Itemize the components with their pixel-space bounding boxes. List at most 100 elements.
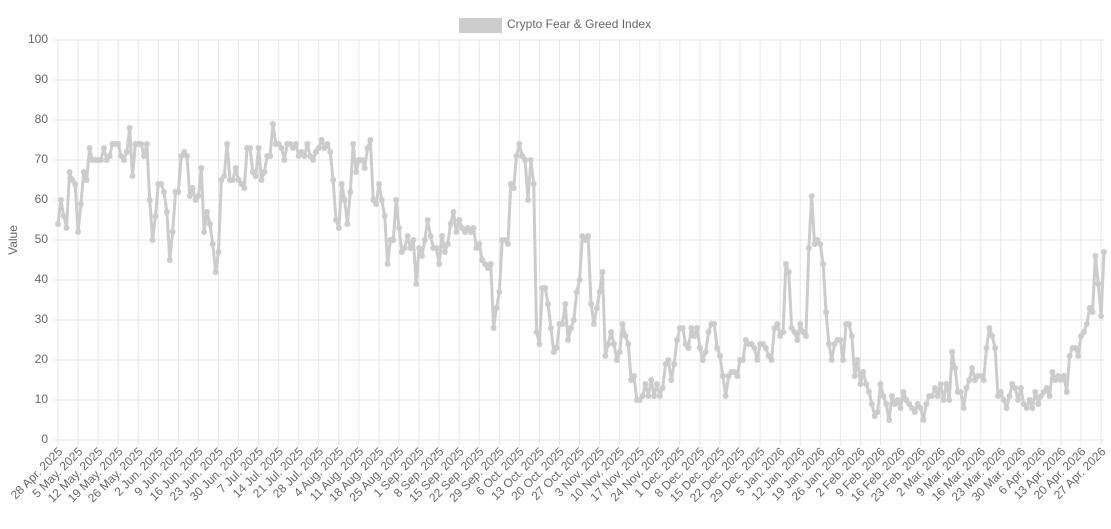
data-point xyxy=(828,357,835,363)
data-point xyxy=(665,357,672,363)
data-point xyxy=(934,393,941,399)
data-point xyxy=(848,333,855,339)
data-point xyxy=(651,393,658,399)
data-point xyxy=(774,321,781,327)
data-point xyxy=(97,157,104,163)
data-point xyxy=(645,393,652,399)
data-point xyxy=(221,173,228,179)
data-point xyxy=(364,145,371,151)
data-point xyxy=(840,357,847,363)
data-point xyxy=(338,181,345,187)
data-point xyxy=(269,121,276,127)
data-point xyxy=(301,153,308,159)
data-point xyxy=(610,341,617,347)
data-point xyxy=(281,157,288,163)
data-point xyxy=(66,169,73,175)
data-point xyxy=(949,349,956,355)
data-point xyxy=(888,393,895,399)
data-point xyxy=(1080,329,1087,335)
data-point xyxy=(851,373,858,379)
data-point xyxy=(332,217,339,223)
data-point xyxy=(57,197,64,203)
data-point xyxy=(375,181,382,187)
data-point xyxy=(808,193,815,199)
data-point xyxy=(762,345,769,351)
data-point xyxy=(966,377,973,383)
data-point xyxy=(989,333,996,339)
data-point xyxy=(493,305,500,311)
data-point xyxy=(1092,253,1099,259)
data-point xyxy=(1012,385,1019,391)
data-point xyxy=(1046,393,1053,399)
data-point xyxy=(699,357,706,363)
legend-swatch xyxy=(459,18,502,33)
data-point xyxy=(198,165,205,171)
data-point xyxy=(350,141,357,147)
y-tick-label: 40 xyxy=(35,272,49,286)
data-point xyxy=(794,337,801,343)
data-point xyxy=(782,261,789,267)
data-point xyxy=(616,349,623,355)
data-point xyxy=(490,325,497,331)
data-point xyxy=(310,157,317,163)
data-point xyxy=(487,261,494,267)
data-point xyxy=(1023,405,1030,411)
data-point xyxy=(215,249,222,255)
data-point xyxy=(739,357,746,363)
data-point xyxy=(562,301,569,307)
data-point xyxy=(441,249,448,255)
data-point xyxy=(886,417,893,423)
data-point xyxy=(567,325,574,331)
data-point xyxy=(619,321,626,327)
data-point xyxy=(60,213,67,219)
data-point xyxy=(115,141,122,147)
data-point xyxy=(1095,281,1102,287)
data-point xyxy=(1072,345,1079,351)
data-point xyxy=(691,333,698,339)
y-axis-label: Value xyxy=(6,225,20,255)
data-point xyxy=(416,245,423,251)
data-point xyxy=(384,261,391,267)
data-point xyxy=(292,141,299,147)
data-point xyxy=(527,157,534,163)
data-point xyxy=(424,217,431,223)
data-point xyxy=(639,393,646,399)
data-point xyxy=(169,229,176,235)
data-point xyxy=(920,417,927,423)
data-point xyxy=(304,141,311,147)
data-point xyxy=(163,209,170,215)
data-point xyxy=(957,389,964,395)
data-point xyxy=(161,189,168,195)
data-point xyxy=(837,337,844,343)
data-point xyxy=(802,333,809,339)
data-point xyxy=(476,241,483,247)
data-point xyxy=(447,221,454,227)
y-tick-label: 80 xyxy=(35,112,49,126)
data-point xyxy=(252,173,259,179)
data-point xyxy=(1075,353,1082,359)
data-point xyxy=(335,225,342,231)
data-point xyxy=(361,165,368,171)
data-point xyxy=(714,345,721,351)
data-point xyxy=(983,345,990,351)
data-point xyxy=(247,145,254,151)
data-point xyxy=(797,321,804,327)
data-point xyxy=(358,157,365,163)
data-point xyxy=(318,137,325,143)
data-point xyxy=(791,329,798,335)
data-point xyxy=(404,233,411,239)
data-point xyxy=(232,165,239,171)
y-tick-label: 10 xyxy=(35,392,49,406)
data-point xyxy=(470,225,477,231)
data-point xyxy=(106,153,113,159)
data-point xyxy=(413,281,420,287)
y-tick-label: 50 xyxy=(35,232,49,246)
data-point xyxy=(674,337,681,343)
data-point xyxy=(900,389,907,395)
data-point xyxy=(330,177,337,183)
data-point xyxy=(668,377,675,383)
data-point xyxy=(854,357,861,363)
data-point xyxy=(1089,309,1096,315)
data-point xyxy=(138,141,145,147)
data-point xyxy=(1006,393,1013,399)
